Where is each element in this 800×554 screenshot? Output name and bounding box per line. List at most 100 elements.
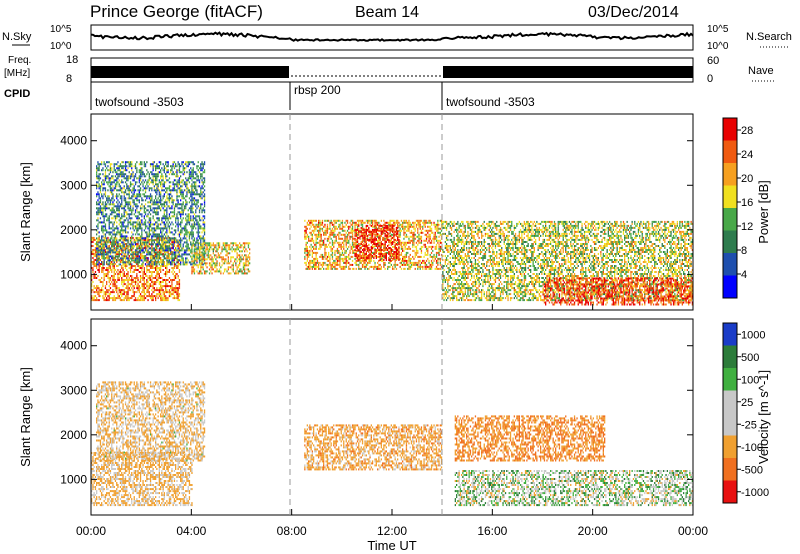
heatmap-cell bbox=[374, 219, 376, 222]
heatmap-cell bbox=[185, 177, 187, 180]
heatmap-cell bbox=[161, 183, 163, 186]
heatmap-cell bbox=[173, 291, 176, 294]
heatmap-cell bbox=[116, 245, 118, 248]
heatmap-cell bbox=[237, 248, 239, 251]
heatmap-cell bbox=[344, 251, 346, 254]
heatmap-cell bbox=[109, 199, 112, 202]
heatmap-cell bbox=[345, 241, 347, 244]
heatmap-cell bbox=[155, 245, 157, 248]
heatmap-cell bbox=[176, 193, 178, 196]
heatmap-cell bbox=[151, 209, 153, 212]
heatmap-cell bbox=[93, 263, 95, 265]
heatmap-cell bbox=[121, 251, 123, 254]
heatmap-cell bbox=[91, 245, 93, 247]
heatmap-cell bbox=[107, 295, 109, 298]
heatmap-cell bbox=[181, 179, 183, 182]
heatmap-cell bbox=[104, 225, 107, 228]
heatmap-cell bbox=[98, 183, 100, 186]
heatmap-cell bbox=[215, 266, 217, 269]
heatmap-cell bbox=[162, 235, 164, 238]
heatmap-cell bbox=[114, 297, 117, 300]
heatmap-cell bbox=[97, 231, 99, 234]
heatmap-cell bbox=[161, 281, 163, 283]
heatmap-cell bbox=[122, 229, 124, 232]
heatmap-cell bbox=[127, 205, 129, 208]
heatmap-cell bbox=[158, 261, 160, 263]
heatmap-cell bbox=[106, 199, 108, 202]
heatmap-cell bbox=[116, 241, 118, 244]
heatmap-cell bbox=[133, 177, 135, 180]
heatmap-cell bbox=[126, 273, 128, 275]
heatmap-cell bbox=[318, 247, 320, 250]
heatmap-cell bbox=[178, 299, 181, 302]
heatmap-cell bbox=[235, 264, 237, 267]
heatmap-cell bbox=[193, 270, 196, 273]
heatmap-cell bbox=[146, 251, 148, 253]
heatmap-cell bbox=[96, 265, 98, 267]
heatmap-cell bbox=[186, 253, 188, 256]
heatmap-cell bbox=[118, 271, 120, 273]
heatmap-cell bbox=[182, 197, 184, 200]
heatmap-cell bbox=[143, 295, 145, 298]
heatmap-cell bbox=[177, 169, 179, 172]
heatmap-cell bbox=[188, 217, 191, 220]
heatmap-cell bbox=[152, 161, 154, 164]
heatmap-cell bbox=[97, 269, 99, 271]
heatmap-cell bbox=[101, 245, 103, 248]
heatmap-cell bbox=[158, 263, 160, 266]
heatmap-cell bbox=[160, 195, 162, 198]
heatmap-cell bbox=[97, 185, 99, 188]
heatmap-cell bbox=[170, 181, 172, 184]
heatmap-cell bbox=[176, 241, 178, 244]
heatmap-cell bbox=[148, 187, 150, 190]
heatmap-cell bbox=[137, 211, 139, 214]
heatmap-cell bbox=[117, 215, 119, 218]
heatmap-cell bbox=[182, 165, 184, 168]
heatmap-cell bbox=[325, 263, 327, 266]
heatmap-cell bbox=[371, 219, 374, 222]
heatmap-cell bbox=[168, 221, 171, 224]
heatmap-cell bbox=[323, 233, 325, 236]
heatmap-cell bbox=[326, 245, 329, 248]
heatmap-cell bbox=[202, 229, 204, 232]
heatmap-cell bbox=[158, 247, 160, 250]
heatmap-cell bbox=[205, 244, 207, 247]
heatmap-cell bbox=[165, 275, 167, 277]
heatmap-cell bbox=[188, 247, 191, 250]
heatmap-cell bbox=[196, 237, 198, 240]
heatmap-cell bbox=[180, 187, 182, 190]
heatmap-cell bbox=[178, 287, 181, 290]
heatmap-cell bbox=[119, 263, 122, 266]
heatmap-cell bbox=[166, 171, 168, 174]
heatmap-cell bbox=[165, 205, 167, 208]
heatmap-cell bbox=[191, 185, 193, 188]
heatmap-cell bbox=[180, 249, 182, 252]
heatmap-cell bbox=[207, 256, 209, 259]
heatmap-cell bbox=[122, 255, 124, 257]
heatmap-cell bbox=[315, 233, 317, 236]
heatmap-cell bbox=[377, 255, 379, 258]
heatmap-cell bbox=[152, 227, 154, 230]
heatmap-cell bbox=[146, 231, 148, 234]
heatmap-cell bbox=[170, 287, 172, 290]
heatmap-cell bbox=[166, 285, 168, 288]
heatmap-cell bbox=[143, 291, 145, 294]
heatmap-cell bbox=[99, 281, 102, 283]
heatmap-cell bbox=[191, 237, 193, 240]
heatmap-cell bbox=[108, 245, 110, 247]
heatmap-cell bbox=[149, 193, 152, 196]
nsky-tick-top: 10^5 bbox=[50, 24, 72, 35]
heatmap-cell bbox=[132, 175, 134, 178]
heatmap-cell bbox=[333, 229, 335, 232]
heatmap-cell bbox=[163, 245, 165, 248]
heatmap-cell bbox=[162, 163, 164, 166]
heatmap-cell bbox=[326, 263, 329, 266]
heatmap-cell bbox=[124, 283, 127, 286]
heatmap-cell bbox=[160, 199, 162, 202]
heatmap-cell bbox=[157, 293, 159, 296]
heatmap-cell bbox=[148, 243, 150, 245]
heatmap-cell bbox=[351, 225, 354, 228]
heatmap-cell bbox=[99, 221, 102, 224]
heatmap-cell bbox=[106, 213, 108, 216]
heatmap-cell bbox=[191, 250, 193, 253]
